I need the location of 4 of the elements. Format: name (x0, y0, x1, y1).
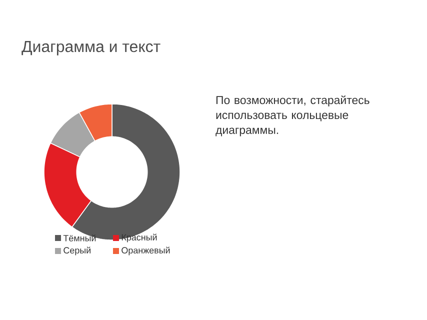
text: По возможности, старайтесь использовать кольцевые диаграммы. (216, 96, 370, 136)
chart-title: Диаграмма и текст (22, 41, 160, 56)
legend-label: Оранжевый (122, 246, 170, 256)
legend-label: Серый (64, 246, 90, 256)
